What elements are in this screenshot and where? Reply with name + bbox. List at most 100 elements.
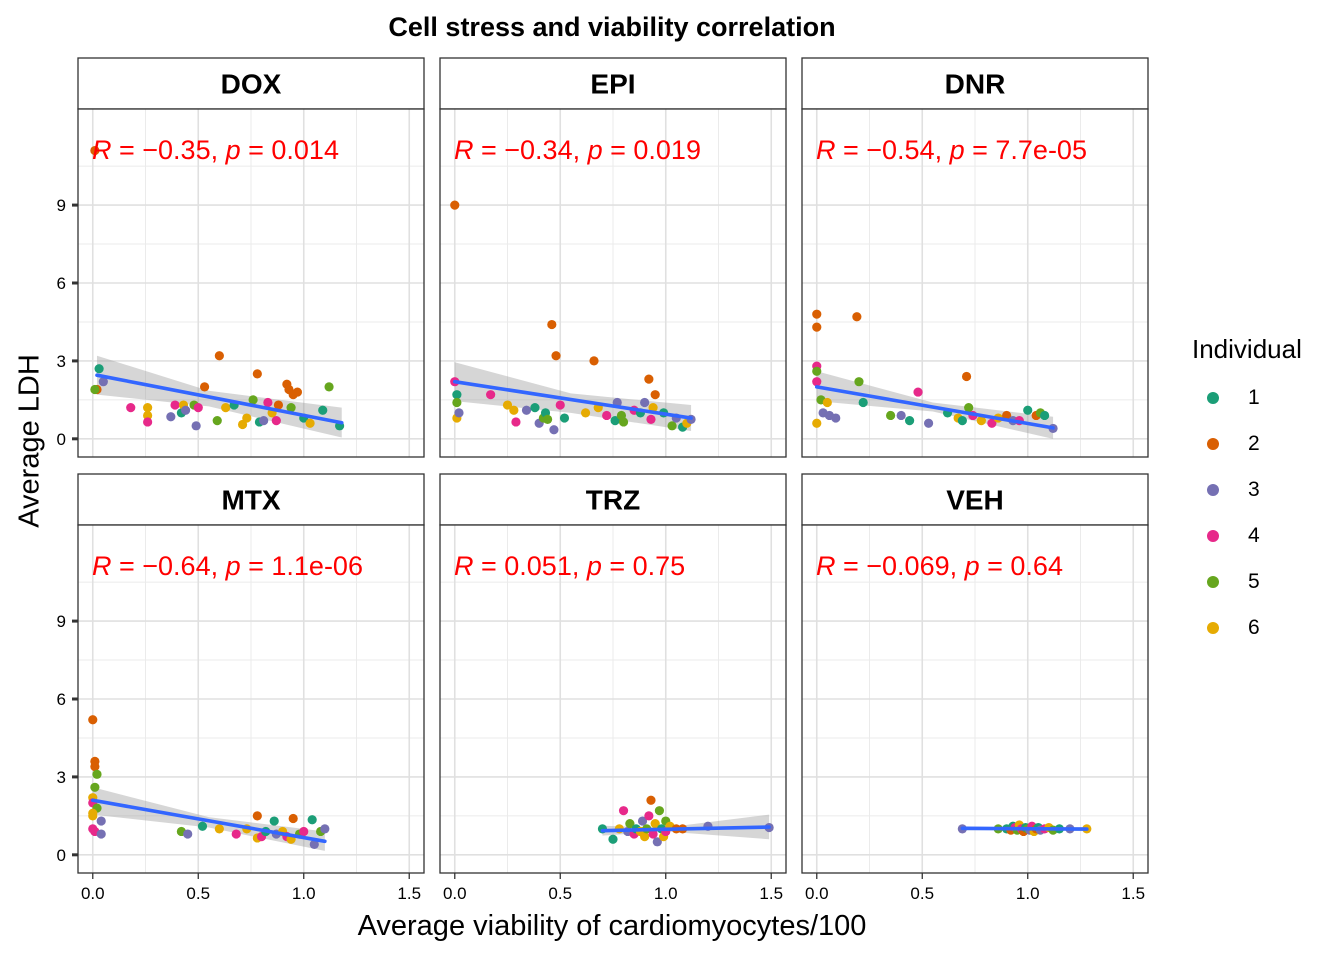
- data-point: [318, 405, 328, 415]
- data-point: [650, 819, 660, 829]
- regression-line: [95, 373, 344, 425]
- data-point: [654, 806, 665, 816]
- legend-dot: [1207, 530, 1219, 542]
- data-point: [976, 416, 986, 426]
- correlation-annotation: R = −0.54, p = 7.7e-05: [816, 135, 1087, 165]
- data-point: [252, 811, 262, 821]
- y-tick-label: 6: [57, 690, 66, 709]
- legend-key: [1192, 576, 1234, 588]
- panel-dox: DOX R = −0.35, p = 0.014 0 3 6 9: [57, 57, 425, 458]
- data-point: [961, 371, 972, 382]
- x-tick-label: 0.0: [805, 884, 829, 903]
- data-point: [96, 816, 106, 826]
- data-point: [90, 782, 100, 792]
- correlation-annotation: R = 0.051, p = 0.75: [454, 551, 685, 581]
- panel-strip-label: DOX: [221, 69, 282, 100]
- legend-label: 6: [1248, 616, 1260, 639]
- data-point: [452, 397, 462, 408]
- data-point: [610, 416, 620, 426]
- data-point: [555, 400, 565, 410]
- data-point: [286, 403, 296, 413]
- data-point: [126, 403, 136, 413]
- legend-dot: [1207, 484, 1219, 496]
- data-point: [602, 410, 612, 421]
- data-point: [214, 351, 224, 361]
- data-point: [987, 418, 997, 428]
- panel-mtx: MTX R = −0.64, p = 1.1e-06 0 3 6 9 0.0 0.5 1.0 1.…: [57, 473, 425, 903]
- data-point: [450, 200, 460, 210]
- panel-border: [801, 108, 1149, 458]
- data-point: [96, 829, 106, 839]
- data-point: [608, 834, 618, 844]
- data-point: [812, 418, 822, 428]
- panel-strip-label: MTX: [221, 485, 280, 516]
- data-point: [1040, 410, 1050, 421]
- x-tick-label: 1.5: [397, 884, 421, 903]
- panel-strip: [77, 57, 425, 110]
- data-point: [88, 715, 98, 725]
- data-point: [957, 416, 967, 426]
- data-point: [559, 413, 570, 423]
- y-tick-label: 3: [57, 768, 66, 787]
- legend-key: [1192, 622, 1234, 634]
- data-point: [547, 319, 557, 330]
- data-point: [193, 403, 203, 413]
- data-point: [143, 403, 153, 413]
- x-tick-label: 1.0: [292, 884, 316, 903]
- panel-trz: TRZ R = 0.051, p = 0.75 0.0 0.5 1.0 1.5: [439, 473, 787, 903]
- data-point: [812, 377, 822, 387]
- y-axis-label: Average LDH: [13, 354, 46, 528]
- data-point: [913, 387, 923, 397]
- panel-dnr: DNR R = −0.54, p = 7.7e-05: [801, 57, 1149, 458]
- data-point: [648, 403, 658, 413]
- x-tick-label: 0.0: [81, 884, 105, 903]
- data-point: [509, 405, 519, 415]
- data-point: [143, 410, 153, 421]
- data-point: [618, 417, 629, 427]
- panel-strip-label: EPI: [590, 69, 635, 100]
- regression-line: [814, 385, 1055, 430]
- panel-strip: [77, 473, 425, 526]
- data-point: [309, 839, 319, 850]
- data-point: [896, 410, 906, 421]
- data-point: [288, 813, 298, 824]
- panel-veh: VEH R = −0.069, p = 0.64 0.0 0.5 1.0 1.5: [801, 473, 1149, 903]
- data-point: [191, 421, 201, 431]
- data-point: [625, 819, 635, 829]
- data-point: [299, 826, 309, 837]
- data-point: [252, 369, 262, 379]
- data-point: [812, 309, 822, 319]
- legend-key: [1192, 484, 1234, 496]
- data-point: [292, 387, 303, 397]
- data-point: [486, 390, 496, 400]
- y-tick-label: 3: [57, 352, 66, 371]
- regression-line: [90, 798, 327, 844]
- x-axis-label: Average viability of cardiomyocytes/100: [357, 910, 867, 942]
- data-point: [269, 816, 279, 826]
- data-point: [92, 769, 102, 779]
- legend-item: 1: [1192, 375, 1302, 421]
- data-point: [646, 414, 656, 424]
- legend-dot: [1207, 576, 1219, 588]
- data-point: [88, 811, 98, 821]
- x-tick-label: 1.5: [1121, 884, 1145, 903]
- x-tick-label: 1.0: [1016, 884, 1040, 903]
- data-point: [648, 829, 658, 839]
- data-point: [511, 417, 521, 427]
- legend-label: 1: [1248, 386, 1260, 409]
- data-point: [94, 364, 104, 374]
- data-point: [180, 405, 191, 415]
- y-tick-label: 6: [57, 274, 66, 293]
- panel-strip-label: TRZ: [586, 485, 640, 516]
- data-point: [551, 351, 561, 361]
- legend-label: 3: [1248, 478, 1260, 501]
- x-tick-label: 1.0: [654, 884, 678, 903]
- correlation-annotation: R = −0.069, p = 0.64: [816, 551, 1063, 581]
- x-tick-label: 1.5: [759, 884, 783, 903]
- data-point: [640, 397, 650, 408]
- data-point: [305, 418, 315, 428]
- data-point: [271, 416, 281, 426]
- data-point: [904, 416, 915, 426]
- data-point: [812, 322, 822, 332]
